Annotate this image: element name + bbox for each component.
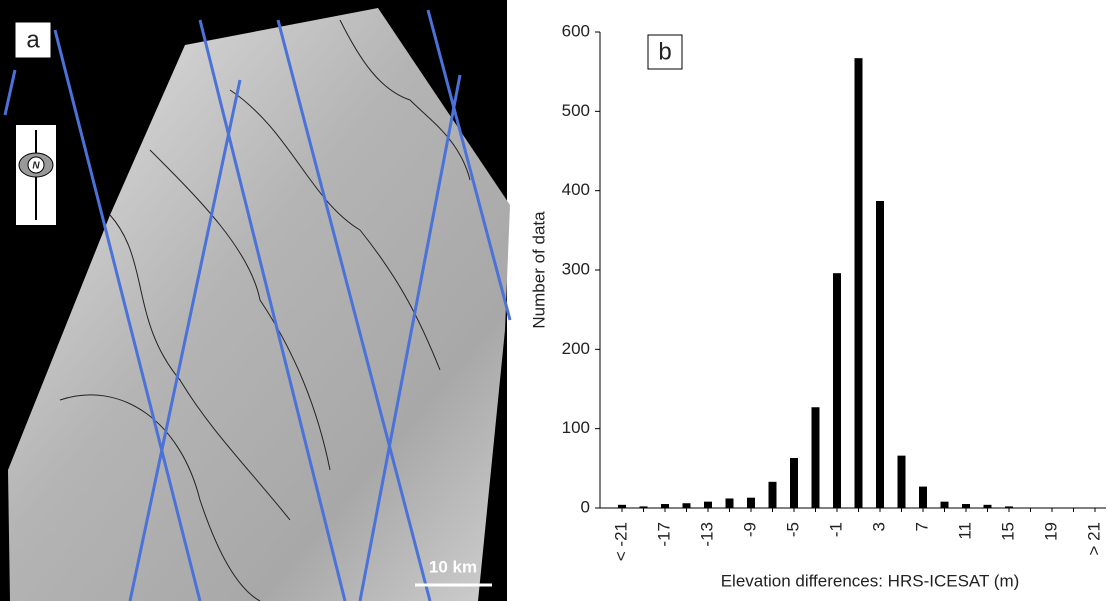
x-tick-label: 11 — [955, 522, 974, 540]
bar — [704, 501, 712, 508]
bar — [618, 504, 626, 508]
x-tick-label: < -21 — [611, 522, 630, 561]
x-tick-label: -13 — [697, 522, 716, 547]
x-tick-label: -1 — [826, 522, 845, 537]
bar — [897, 455, 906, 508]
bar — [854, 58, 863, 509]
contours — [59, 19, 471, 601]
bar — [940, 501, 949, 508]
bar — [811, 407, 820, 508]
x-axis-title: Elevation differences: HRS-ICESAT (m) — [721, 571, 1020, 590]
x-tick-label: 7 — [912, 522, 931, 531]
x-tick-label: 19 — [1041, 522, 1060, 541]
y-tick-label: 100 — [562, 418, 590, 437]
x-tick-label: -17 — [654, 522, 673, 547]
compass: N — [16, 125, 56, 225]
bar — [639, 506, 648, 508]
x-tick-label: -9 — [740, 522, 759, 537]
x-tick-label: 15 — [998, 522, 1017, 541]
y-tick-label: 500 — [562, 101, 590, 120]
bar — [876, 200, 884, 509]
scale-label: 10 km — [429, 557, 477, 576]
compass-label: N — [32, 161, 40, 172]
panel-label-box — [14, 21, 52, 59]
bar — [661, 504, 669, 508]
bar — [768, 481, 777, 508]
bar — [919, 486, 927, 508]
satellite-image — [8, 8, 510, 601]
x-tick-label: > 21 — [1084, 522, 1103, 556]
bar — [833, 273, 841, 508]
y-tick-label: 300 — [562, 259, 590, 278]
panel-label: b — [658, 38, 671, 65]
bar — [790, 458, 798, 508]
bar — [962, 504, 970, 508]
y-tick-label: 0 — [581, 497, 590, 516]
icesat-tracks — [3, 9, 512, 601]
panel-a: a N 10 km — [0, 0, 512, 601]
x-tick-label: -5 — [783, 522, 802, 537]
panel-b: b Elevation differences: HRS-ICESAT (m) … — [529, 21, 1106, 590]
y-axis-title: Number of data — [529, 211, 548, 329]
y-tick-label: 600 — [562, 21, 590, 40]
panel-label: a — [26, 26, 40, 53]
panel-label-box — [647, 34, 683, 70]
bar — [747, 497, 755, 508]
bar — [983, 504, 992, 508]
x-tick-label: 3 — [869, 522, 888, 531]
y-tick-label: 400 — [562, 180, 590, 199]
y-tick-label: 200 — [562, 339, 590, 358]
bar — [725, 498, 734, 508]
bar — [1005, 506, 1013, 508]
bar — [682, 503, 691, 508]
